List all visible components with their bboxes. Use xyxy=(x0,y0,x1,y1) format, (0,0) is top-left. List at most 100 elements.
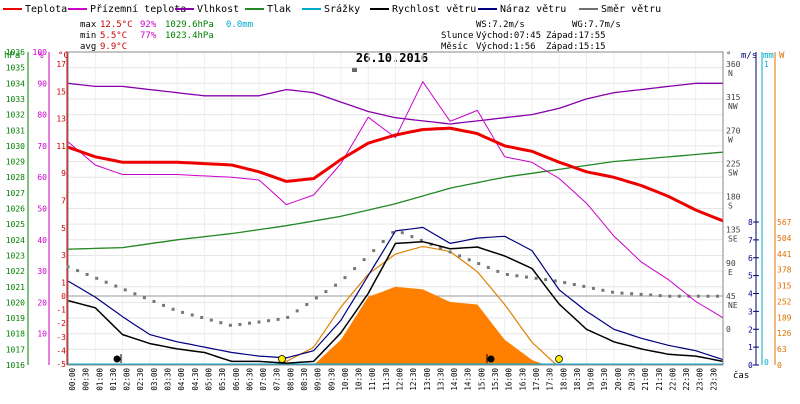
solar-layer xyxy=(279,246,556,366)
direction-compass-label: S xyxy=(728,202,733,211)
info-moon-label: Měsíc xyxy=(441,42,468,52)
direction-tick-label: 135 xyxy=(726,226,741,235)
series-direction-point xyxy=(716,294,719,298)
direction-compass-label: NW xyxy=(728,102,738,111)
direction-tick-label: 360 xyxy=(726,60,741,69)
x-tick-label: 16:00 xyxy=(505,368,514,391)
x-tick-label: 05:30 xyxy=(218,368,227,391)
stats-avg-temp: 9.9°C xyxy=(100,42,127,52)
hpa-tick-label: 1018 xyxy=(6,330,25,339)
series-direction-point xyxy=(563,281,567,285)
humidity-tick-label: 90 xyxy=(37,79,47,88)
info-sunset: Západ:17:55 xyxy=(546,31,606,41)
series-direction-point xyxy=(114,284,118,288)
hpa-tick-label: 1022 xyxy=(6,267,25,276)
legend-label: Rychlost větru xyxy=(392,3,476,15)
info-moonrise: Východ:1:56 xyxy=(476,42,536,52)
legend-item-prizemni-teplota: Přízemní teplota xyxy=(68,3,186,15)
wind-tick-label: 7 xyxy=(748,236,753,245)
x-tick-label: 23:00 xyxy=(696,368,705,391)
hpa-tick-label: 1027 xyxy=(6,189,25,198)
info-moonset: Západ:15:15 xyxy=(546,42,606,52)
series-direction-point xyxy=(85,273,89,276)
day-markers xyxy=(113,354,563,363)
rain-tick-label: 0 xyxy=(764,358,769,367)
series-direction-point xyxy=(505,273,509,276)
series-direction-point xyxy=(372,249,376,253)
legend-label: Směr větru xyxy=(601,3,661,15)
legend-label: Tlak xyxy=(267,4,291,15)
temperature-tick-label: 3 xyxy=(61,251,66,260)
direction-tick-label: 90 xyxy=(726,259,736,268)
x-tick-label: 18:30 xyxy=(573,368,582,391)
x-tick-label: 08:30 xyxy=(300,368,309,391)
x-tick-label: 19:00 xyxy=(587,368,596,391)
direction-tick-label: 45 xyxy=(726,292,736,301)
solar-tick-label: 315 xyxy=(777,282,792,291)
x-tick-label: 13:00 xyxy=(423,368,432,391)
series-direction-point xyxy=(142,296,146,300)
rain-tick-label: 1 xyxy=(764,60,769,69)
x-tick-label: 21:00 xyxy=(641,368,650,391)
temperature-tick-label: -3 xyxy=(56,333,66,342)
x-tick-label: 11:30 xyxy=(382,368,391,391)
x-tick-label: 23:30 xyxy=(709,368,718,391)
humidity-tick-label: 100 xyxy=(33,48,48,57)
x-tick-label: 10:30 xyxy=(355,368,364,391)
legend-item-teplota: Teplota xyxy=(3,4,67,15)
series-direction-point xyxy=(620,291,624,295)
series-direction-point xyxy=(133,292,137,296)
x-tick-label: 06:30 xyxy=(245,368,254,391)
series-direction-point xyxy=(400,231,404,235)
x-tick-label: 16:30 xyxy=(518,368,527,391)
chart-title: 26.10.2016 xyxy=(356,51,428,65)
hpa-tick-label: 1021 xyxy=(6,283,25,292)
solar-tick-label: 378 xyxy=(777,266,792,275)
x-tick-label: 11:00 xyxy=(368,368,377,391)
solar-tick-label: 252 xyxy=(777,297,792,306)
hpa-tick-label: 1019 xyxy=(6,314,25,323)
x-tick-label: 02:30 xyxy=(136,368,145,391)
x-tick-label: 05:00 xyxy=(204,368,213,391)
x-tick-label: 19:30 xyxy=(600,368,609,391)
temperature-tick-label: 9 xyxy=(61,169,66,178)
rain-unit-label: mm xyxy=(763,51,774,61)
solar-unit-label: W xyxy=(779,51,785,61)
series-direction-point xyxy=(582,284,586,288)
hpa-tick-label: 1024 xyxy=(6,236,25,245)
x-tick-label: 20:00 xyxy=(614,368,623,391)
hpa-tick-label: 1028 xyxy=(6,173,25,182)
series-layer xyxy=(66,81,724,365)
temperature-tick-label: 13 xyxy=(56,115,66,124)
humidity-tick-label: 10 xyxy=(37,330,47,339)
hpa-tick-label: 1017 xyxy=(6,345,25,354)
x-tick-label: 21:30 xyxy=(655,368,664,391)
series-direction-point xyxy=(305,303,309,306)
series-solar-theoretical-line xyxy=(279,246,556,366)
wind-unit-label: m/s xyxy=(741,51,757,61)
x-tick-label: 04:30 xyxy=(191,368,200,391)
x-tick-label: 15:30 xyxy=(491,368,500,391)
temperature-tick-label: -5 xyxy=(56,360,66,369)
series-direction-point xyxy=(410,235,414,239)
x-tick-label: 01:00 xyxy=(95,368,104,391)
series-direction-point xyxy=(324,290,328,294)
legend-item-vlhkost: Vlhkost xyxy=(175,4,239,15)
solar-tick-label: 567 xyxy=(777,218,792,227)
series-direction-point xyxy=(591,286,595,290)
series-rychlost-vetru-line xyxy=(67,240,724,364)
series-direction-point xyxy=(238,323,242,326)
wind-tick-label: 1 xyxy=(748,343,753,352)
series-direction-point xyxy=(381,240,385,243)
series-direction-point xyxy=(658,294,662,298)
direction-compass-label: SW xyxy=(728,168,738,177)
x-tick-label: 22:30 xyxy=(682,368,691,391)
hpa-tick-label: 1031 xyxy=(6,126,25,135)
series-direction-point xyxy=(439,246,442,250)
sunset-icon xyxy=(555,355,563,363)
series-direction-point xyxy=(343,276,347,280)
plot-frame xyxy=(67,51,724,366)
wind-tick-label: 6 xyxy=(748,254,753,263)
x-tick-label: 02:00 xyxy=(123,368,132,391)
humidity-tick-label: 80 xyxy=(37,111,47,120)
